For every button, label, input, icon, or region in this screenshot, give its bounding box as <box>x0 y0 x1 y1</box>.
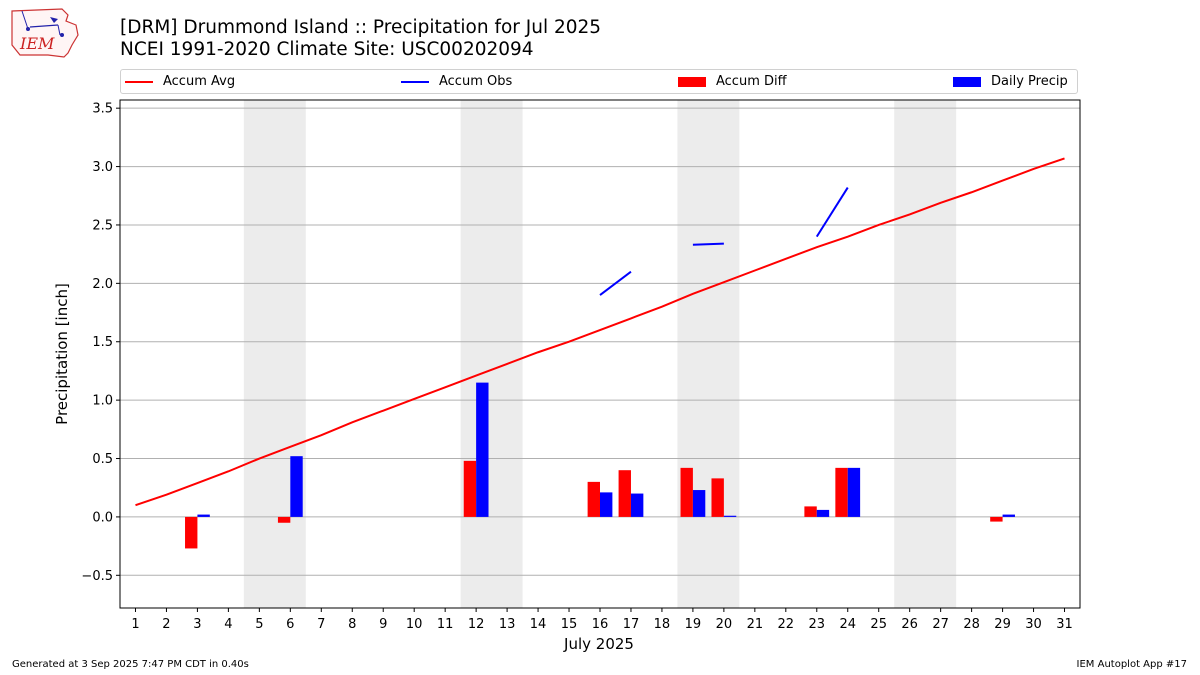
x-tick-label: 15 <box>561 617 578 632</box>
legend-item-accum-avg: Accum Avg <box>125 74 235 90</box>
bar-accum-diff-day-29 <box>990 516 1003 522</box>
y-axis-ticks: −0.5 0.0 0.5 1.0 1.5 2.0 2.5 3.0 3.5 <box>81 102 120 584</box>
y-tick-label: 2.5 <box>92 218 113 233</box>
y-tick-label: 3.0 <box>92 160 113 175</box>
legend-item-accum-diff: Accum Diff <box>678 74 787 90</box>
bar-accum-diff-day-16 <box>587 481 600 517</box>
title-line-1: [DRM] Drummond Island :: Precipitation f… <box>120 17 602 38</box>
x-tick-label: 13 <box>499 617 516 632</box>
x-axis-ticks: 1 2 3 4 5 6 7 8 9 10 11 12 13 14 15 16 17 18 19 20 21 22 23 24 2… <box>131 608 1073 632</box>
x-tick-label: 12 <box>468 617 485 632</box>
legend-label-accum-obs: Accum Obs <box>439 74 513 89</box>
chart-title: [DRM] Drummond Island :: Precipitation f… <box>120 17 601 61</box>
weekend-shading <box>243 100 957 608</box>
legend-swatch-accum-avg <box>125 80 153 83</box>
weekend-band-1 <box>243 100 306 608</box>
x-tick-label: 26 <box>901 617 918 632</box>
series-lines <box>135 157 1065 507</box>
legend-swatch-accum-obs <box>401 80 429 83</box>
line-accum-obs-segment-2 <box>692 242 724 246</box>
bar-daily-precip-day-20 <box>723 515 737 517</box>
bar-accum-diff-day-23 <box>804 506 817 517</box>
x-tick-label: 4 <box>224 617 232 632</box>
bars <box>185 382 1015 549</box>
bar-accum-diff-day-24 <box>835 467 848 517</box>
y-tick-label: 1.0 <box>92 394 113 409</box>
y-tick-label: 2.0 <box>92 277 113 292</box>
bar-daily-precip-day-3 <box>197 514 210 517</box>
legend-item-daily-precip: Daily Precip <box>953 74 1068 90</box>
bar-daily-precip-day-23 <box>816 509 830 517</box>
legend-item-accum-obs: Accum Obs <box>401 74 512 90</box>
x-tick-label: 5 <box>255 617 263 632</box>
legend-label-accum-avg: Accum Avg <box>163 74 236 89</box>
bar-daily-precip-day-17 <box>630 493 644 517</box>
legend-label-daily-precip: Daily Precip <box>991 74 1068 89</box>
bar-daily-precip-day-16 <box>600 492 613 517</box>
x-tick-label: 2 <box>162 617 170 632</box>
legend-label-accum-diff: Accum Diff <box>716 74 787 89</box>
x-tick-label: 1 <box>131 617 139 632</box>
bar-accum-diff-day-12 <box>463 460 477 517</box>
line-accum-avg <box>135 157 1065 507</box>
y-tick-label: 1.5 <box>92 335 113 350</box>
bar-accum-diff-day-20 <box>711 478 724 517</box>
y-tick-label: 0.5 <box>92 452 113 467</box>
x-tick-label: 9 <box>379 617 387 632</box>
y-axis-label: Precipitation [inch] <box>53 283 71 425</box>
y-tick-label: 3.5 <box>92 102 113 117</box>
line-accum-obs-segment-1 <box>599 270 632 296</box>
x-tick-label: 10 <box>406 617 423 632</box>
y-tick-label: 0.0 <box>92 510 113 525</box>
bar-accum-diff-day-17 <box>618 470 631 517</box>
line-accum-obs-segment-3 <box>815 187 849 238</box>
x-tick-label: 17 <box>623 617 640 632</box>
weekend-band-2 <box>460 100 523 608</box>
x-tick-label: 8 <box>348 617 356 632</box>
bar-accum-diff-day-3 <box>185 516 198 549</box>
x-tick-label: 22 <box>778 617 795 632</box>
x-tick-label: 6 <box>286 617 294 632</box>
bar-accum-diff-day-19 <box>680 467 693 517</box>
footer-app: IEM Autoplot App #17 <box>1076 659 1187 670</box>
bar-daily-precip-day-24 <box>847 467 861 517</box>
bar-daily-precip-day-29 <box>1002 514 1015 517</box>
bar-daily-precip-day-6 <box>290 456 303 517</box>
weekend-band-4 <box>894 100 957 608</box>
x-tick-label: 18 <box>654 617 671 632</box>
bar-daily-precip-day-12 <box>476 382 489 517</box>
iem-logo-text: IEM <box>19 34 55 53</box>
x-axis-label: July 2025 <box>563 635 634 653</box>
legend: Accum Avg Accum Obs Accum Diff Daily Pre… <box>120 69 1078 94</box>
x-tick-label: 23 <box>809 617 826 632</box>
x-tick-label: 29 <box>994 617 1011 632</box>
bar-accum-diff-day-6 <box>277 516 291 523</box>
x-tick-label: 24 <box>839 617 856 632</box>
x-tick-label: 31 <box>1056 617 1073 632</box>
bar-daily-precip-day-19 <box>692 490 706 517</box>
x-tick-label: 30 <box>1025 617 1042 632</box>
x-tick-label: 20 <box>716 617 733 632</box>
footer-generated: Generated at 3 Sep 2025 7:47 PM CDT in 0… <box>12 659 249 670</box>
x-tick-label: 16 <box>592 617 609 632</box>
x-tick-label: 21 <box>747 617 764 632</box>
x-tick-label: 11 <box>437 617 454 632</box>
legend-swatch-daily-precip <box>953 76 981 87</box>
x-tick-label: 7 <box>317 617 325 632</box>
x-tick-label: 25 <box>870 617 887 632</box>
title-line-2: NCEI 1991-2020 Climate Site: USC00202094 <box>120 39 534 60</box>
iem-logo: IEM <box>11 8 79 58</box>
x-tick-label: 14 <box>530 617 547 632</box>
x-tick-label: 28 <box>963 617 980 632</box>
weekend-band-3 <box>677 100 740 608</box>
x-tick-label: 27 <box>932 617 949 632</box>
x-tick-label: 3 <box>193 617 201 632</box>
y-tick-label: −0.5 <box>81 569 113 584</box>
x-tick-label: 19 <box>685 617 702 632</box>
legend-swatch-accum-diff <box>678 76 706 87</box>
